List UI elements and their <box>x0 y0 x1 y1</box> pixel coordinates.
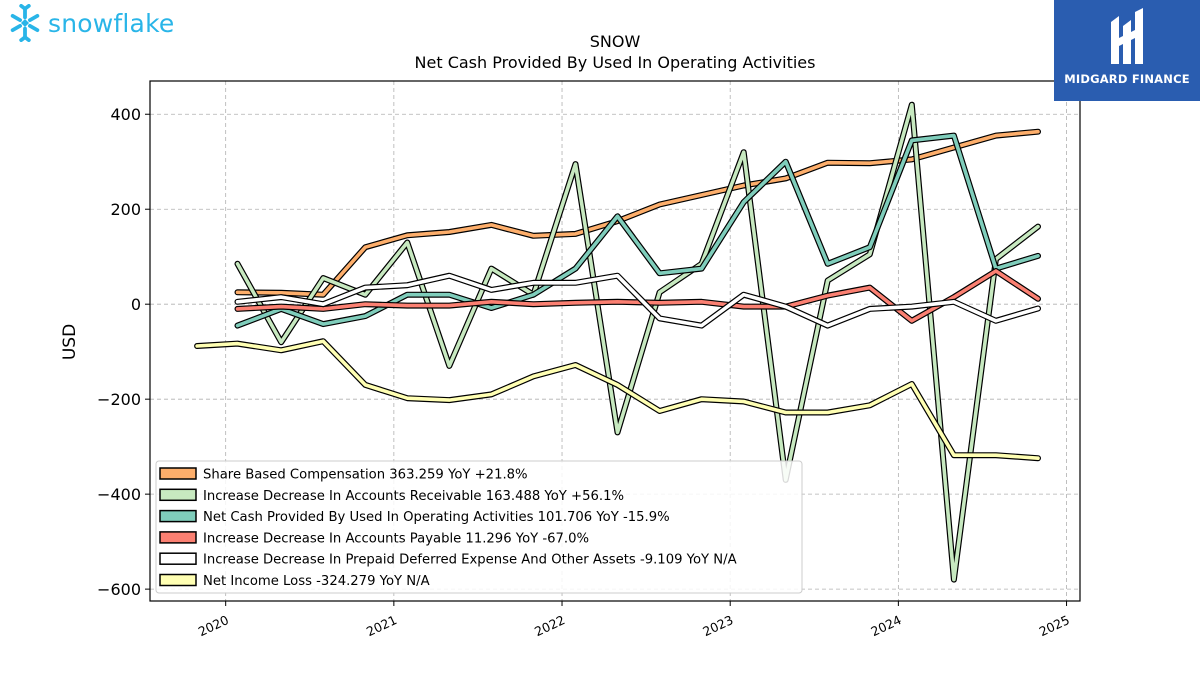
y-tick-label: 400 <box>110 105 141 124</box>
snowflake-icon <box>10 4 40 42</box>
series-net-income-loss-outline <box>194 338 1041 462</box>
y-axis-label: USD <box>60 324 80 360</box>
legend-swatch <box>159 552 197 565</box>
y-tick-label: 200 <box>110 200 141 219</box>
legend-swatch <box>159 531 197 544</box>
y-tick-label: −400 <box>97 485 141 504</box>
x-tick-label: 2022 <box>532 612 567 639</box>
legend-box <box>155 460 803 594</box>
legend-entry: Increase Decrease In Accounts Payable 11… <box>203 531 589 546</box>
x-axis: 2020 2021 2022 2023 2024 2025 <box>196 601 1072 639</box>
y-tick-label: 0 <box>131 295 141 314</box>
legend-entry: Share Based Compensation 363.259 YoY +21… <box>203 468 528 483</box>
legend-swatch <box>159 488 197 502</box>
chart-title: SNOW <box>590 32 641 51</box>
legend: Share Based Compensation 363.259 YoY +21… <box>155 460 803 594</box>
x-tick-label: 2024 <box>868 612 903 639</box>
x-tick-label: 2023 <box>700 612 735 639</box>
y-tick-label: −600 <box>97 580 141 599</box>
legend-swatch <box>159 467 197 480</box>
x-tick-label: 2020 <box>196 612 231 639</box>
legend-entry: Increase Decrease In Prepaid Deferred Ex… <box>203 553 737 568</box>
y-tick-label: −200 <box>97 390 141 409</box>
y-axis: 400 200 0 −200 −400 −600 <box>97 105 150 599</box>
legend-entry: Net Income Loss -324.279 YoY N/A <box>203 574 430 589</box>
plot-frame <box>149 80 1081 602</box>
series-group <box>194 101 1041 583</box>
x-tick-label: 2021 <box>364 612 399 639</box>
legend-swatch <box>159 509 197 523</box>
series-increase-decrease-in-prepaid-deferred-expense-and-other-assets-line <box>235 273 1040 328</box>
series-net-cash-provided-by-used-in-operating-activities-line <box>235 133 1040 328</box>
series-increase-decrease-in-accounts-payable-line <box>235 269 1040 323</box>
legend-entry: Net Cash Provided By Used In Operating A… <box>203 510 670 525</box>
snowflake-logo: snowflake <box>6 4 174 42</box>
badge-name: MIDGARD FINANCE <box>1064 72 1190 86</box>
midgard-finance-badge: MIDGARD FINANCE <box>1054 0 1200 101</box>
midgard-logo-icon <box>1111 8 1143 64</box>
chart-subtitle: Net Cash Provided By Used In Operating A… <box>415 53 816 72</box>
legend-swatch <box>159 573 197 587</box>
series-net-income-loss-line <box>195 339 1040 461</box>
brand-name: snowflake <box>48 8 175 38</box>
x-tick-label: 2025 <box>1037 612 1072 639</box>
legend-entry: Increase Decrease In Accounts Receivable… <box>203 489 624 504</box>
